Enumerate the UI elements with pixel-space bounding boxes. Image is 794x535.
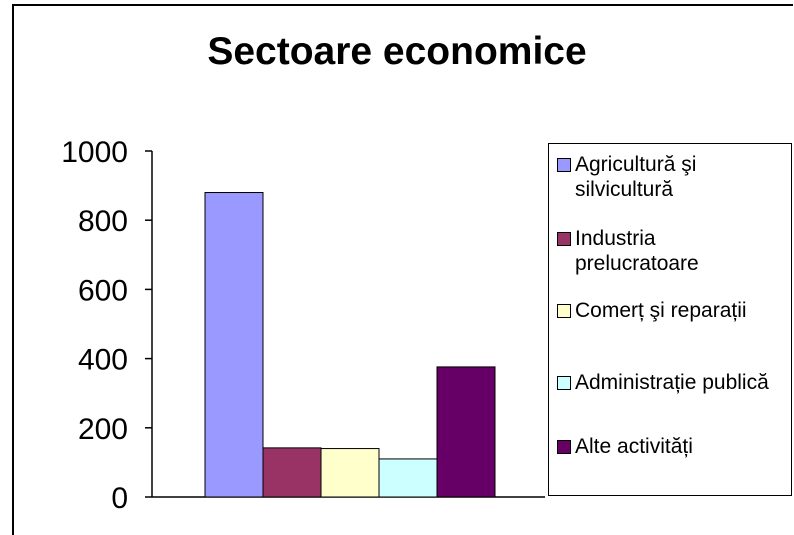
legend-swatch (557, 440, 571, 454)
y-tick-label: 400 (78, 344, 128, 377)
chart-title: Sectoare economice (207, 30, 587, 73)
bar (262, 447, 322, 498)
legend-label: Administrație publică (575, 371, 769, 394)
bar (320, 448, 380, 498)
y-tick-label: 1000 (61, 136, 128, 169)
chart-frame (12, 4, 793, 535)
legend-label: Industria prelucratoare (575, 227, 699, 275)
legend-label: Agricultură şi silvicultură (575, 153, 697, 201)
y-tick-label: 0 (111, 482, 128, 515)
legend-swatch (557, 304, 571, 318)
legend: Agricultură şi silvicultură Industria pre… (548, 143, 792, 496)
y-tick-label: 800 (78, 205, 128, 238)
legend-label: Alte activități (575, 435, 693, 458)
legend-swatch (557, 158, 571, 172)
bar-series (204, 192, 496, 498)
y-tick-label: 600 (78, 274, 128, 307)
bar (378, 458, 438, 498)
y-tick-label: 200 (78, 413, 128, 446)
legend-label: Comerț şi reparații (575, 299, 747, 322)
y-axis-ticks: 0 200 400 600 800 1000 (61, 136, 152, 515)
legend-swatch (557, 232, 571, 246)
legend-swatch (557, 376, 571, 390)
bar (436, 366, 496, 498)
bar (204, 192, 264, 498)
